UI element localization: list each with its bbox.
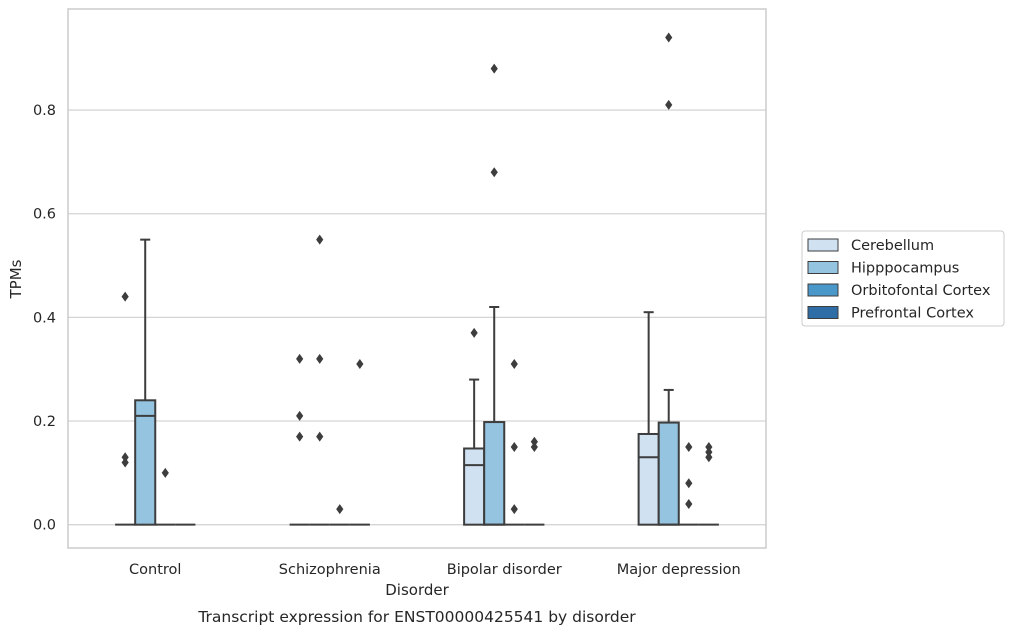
box-2-0 (155, 467, 176, 526)
outlier-point (665, 32, 673, 43)
outlier-point (510, 359, 518, 370)
legend-swatch (807, 261, 839, 274)
x-tick-label: Control (129, 562, 181, 578)
outlier-point (316, 234, 324, 245)
box-3-3 (698, 441, 719, 526)
outlier-point (121, 291, 129, 302)
outlier-point (685, 441, 693, 452)
plot-frame (67, 8, 767, 549)
outlier-point (161, 467, 169, 478)
outlier-point (121, 457, 129, 468)
box-body (483, 421, 506, 526)
x-tick-label: Bipolar disorder (447, 562, 562, 578)
outlier-point (705, 441, 713, 452)
legend-label: Prefrontal Cortex (851, 306, 974, 322)
outlier-point (530, 436, 538, 447)
legend-label: Cerebellum (851, 238, 934, 254)
y-tick-label: 0.8 (33, 103, 56, 119)
y-tick-label: 0.6 (33, 207, 56, 223)
outlier-point (490, 63, 498, 74)
box-2-1 (329, 504, 350, 526)
box-1-3 (657, 32, 680, 526)
box-body (463, 447, 486, 526)
legend-label: Orbitofontal Cortex (851, 283, 991, 299)
y-tick-label: 0.2 (33, 414, 56, 430)
box-0-0 (115, 291, 136, 526)
x-axis-label: Disorder (385, 581, 449, 599)
box-1-1 (309, 234, 330, 526)
box-3-1 (349, 359, 370, 526)
box-0-2 (463, 327, 486, 526)
box-body (134, 399, 157, 526)
outlier-point (685, 478, 693, 489)
outlier-point (665, 99, 673, 110)
outlier-point (316, 353, 324, 364)
y-tick-label: 0.4 (33, 310, 56, 326)
legend-swatch (807, 238, 839, 252)
outlier-point (296, 431, 304, 442)
box-3-2 (524, 436, 545, 526)
box-1-2 (483, 63, 506, 526)
outlier-point (530, 441, 538, 452)
outlier-point (356, 359, 364, 370)
outlier-point (705, 447, 713, 458)
box-0-1 (289, 353, 310, 526)
legend-frame (801, 230, 1005, 327)
y-axis-label: TPMs (7, 259, 25, 299)
chart-title: Transcript expression for ENST0000042554… (197, 608, 636, 626)
box-2-3 (678, 441, 699, 526)
outlier-point (705, 452, 713, 463)
box-body (637, 432, 660, 526)
outlier-point (296, 353, 304, 364)
box-body (657, 421, 680, 526)
boxplot-marks (115, 32, 719, 526)
y-tick-label: 0.0 (33, 518, 56, 534)
outlier-point (336, 504, 344, 515)
box-0-3 (637, 311, 660, 526)
outlier-point (685, 498, 693, 509)
box-1-0 (134, 238, 157, 526)
outlier-point (510, 504, 518, 515)
outlier-point (121, 452, 129, 463)
legend-swatch (807, 283, 839, 297)
x-tick-label: Schizophrenia (279, 562, 381, 578)
y-tick-labels: 0.0 0.2 0.4 0.6 0.8 (33, 103, 56, 534)
outlier-point (510, 441, 518, 452)
x-tick-labels: Control Schizophrenia Bipolar disorder Majo… (129, 562, 741, 578)
legend: Cerebellum Hipppocampus Orbitofontal Corte… (801, 230, 1005, 327)
outlier-point (470, 327, 478, 338)
outlier-point (296, 410, 304, 421)
x-tick-label: Major depression (617, 562, 741, 578)
legend-label: Hipppocampus (851, 261, 959, 277)
outlier-point (490, 167, 498, 178)
box-2-2 (504, 359, 525, 526)
outlier-point (316, 431, 324, 442)
legend-swatch (807, 306, 839, 319)
